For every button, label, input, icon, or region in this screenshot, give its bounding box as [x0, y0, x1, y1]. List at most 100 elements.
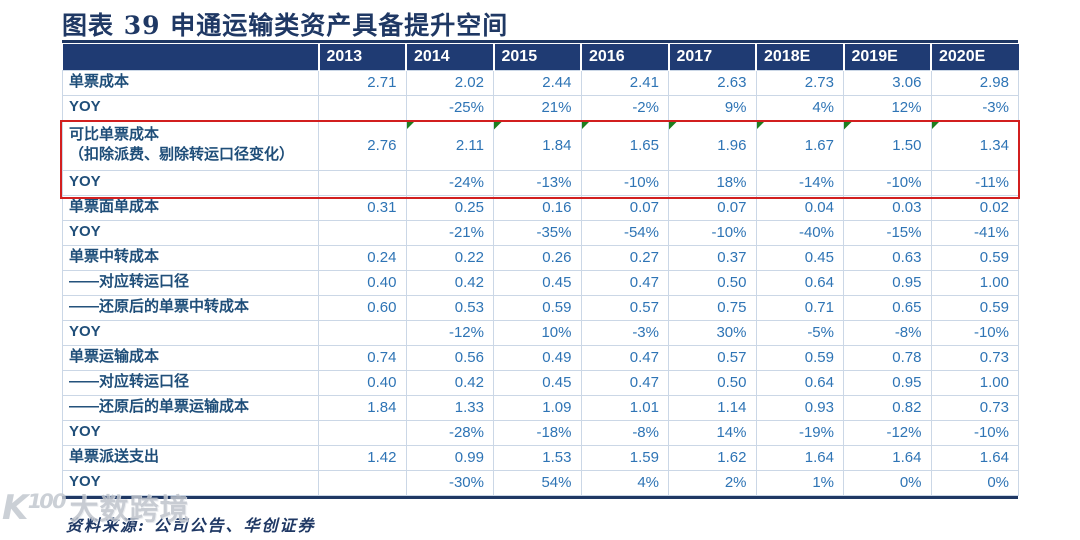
cost-table: 2013 2014 2015 2016 2017 2018E 2019E 2020E 单票成本… — [62, 44, 1019, 496]
cell-value: 54% — [493, 469, 582, 496]
cell-value: 14% — [668, 419, 757, 446]
cell-value: 0.63 — [843, 244, 932, 271]
table-row: ——对应转运口径 0.40 0.42 0.45 0.47 0.50 0.64 0.95 1.00 — [62, 269, 1019, 296]
cell-value: -10% — [580, 169, 669, 196]
cell-value: 4% — [755, 94, 844, 121]
green-triangle-icon — [844, 121, 853, 130]
cell-value: 0.07 — [580, 194, 669, 221]
cell-value: 0.40 — [318, 369, 407, 396]
green-triangle-icon — [931, 121, 941, 130]
cell-value: 0.37 — [668, 244, 757, 271]
cell-value: -3% — [580, 319, 669, 346]
cell-value: 2.44 — [493, 69, 582, 96]
cell-value: 0.45 — [493, 369, 582, 396]
cell-value: -54% — [580, 219, 669, 246]
cell-value: 0.26 — [493, 244, 582, 271]
row-label-text: YOY — [69, 173, 101, 191]
cell-value: 0.64 — [755, 269, 844, 296]
cell-value: 1.84 — [493, 119, 582, 171]
cell-value — [318, 319, 407, 346]
row-label: ——还原后的单票中转成本 — [62, 294, 319, 321]
table-row: 单票成本 2.71 2.02 2.44 2.41 2.63 2.73 3.06 2.98 — [62, 69, 1019, 96]
cell-value: -3% — [930, 94, 1019, 121]
source-note: 资料来源: 公司公告、华创证券 — [66, 516, 316, 535]
cell-value: 30% — [668, 319, 757, 346]
cell-value: 2.98 — [930, 69, 1019, 96]
cell-value: 0.47 — [580, 269, 669, 296]
row-sublabel-text: （扣除派费、剔除转运口径变化） — [69, 146, 295, 163]
row-label-text: YOY — [69, 223, 101, 241]
cell-value: 0.56 — [405, 344, 494, 371]
cell-value: 1.09 — [493, 394, 582, 421]
cell-value: -12% — [843, 419, 932, 446]
header-row: 2013 2014 2015 2016 2017 2018E 2019E 2020E — [62, 44, 1019, 70]
cell-value: 0.22 — [405, 244, 494, 271]
row-label: ——对应转运口径 — [62, 369, 319, 396]
row-label-text: 单票派送支出 — [69, 448, 160, 466]
row-label-text: 单票中转成本 — [69, 248, 160, 266]
table-row: 单票派送支出 1.42 0.99 1.53 1.59 1.62 1.64 1.64 1.64 — [62, 444, 1019, 471]
cell-value: 0.50 — [668, 269, 757, 296]
table-row: YOY -30% 54% 4% 2% 1% 0% 0% — [62, 469, 1019, 496]
row-label-text: YOY — [69, 323, 101, 341]
cell-value: 2.02 — [405, 69, 494, 96]
cell-value: 0.45 — [493, 269, 582, 296]
row-label-text: ——对应转运口径 — [69, 373, 190, 391]
cell-value: 0.27 — [580, 244, 669, 271]
cell-value: 0.03 — [843, 194, 932, 221]
cell-value: 0.59 — [930, 244, 1019, 271]
table-row: YOY -12% 10% -3% 30% -5% -8% -10% — [62, 319, 1019, 346]
cell-value: -15% — [843, 219, 932, 246]
cell-value: 0.73 — [930, 394, 1019, 421]
cell-value: 0.99 — [405, 444, 494, 471]
cell-value: 0.74 — [318, 344, 407, 371]
cell-value: 2.76 — [318, 119, 407, 171]
row-label-text: YOY — [69, 473, 101, 491]
cell-value: 1.64 — [755, 444, 844, 471]
cell-value — [318, 169, 407, 196]
cell-value: -18% — [493, 419, 582, 446]
cell-value: 0% — [843, 469, 932, 496]
row-label: YOY — [62, 169, 319, 196]
cell-value — [318, 219, 407, 246]
cell-value: -2% — [580, 94, 669, 121]
table-row: 单票运输成本 0.74 0.56 0.49 0.47 0.57 0.59 0.78 0.73 — [62, 344, 1019, 371]
table-row: ——对应转运口径 0.40 0.42 0.45 0.47 0.50 0.64 0.95 1.00 — [62, 369, 1019, 396]
cell-value: 10% — [493, 319, 582, 346]
cell-value: 1.53 — [493, 444, 582, 471]
cell-value — [318, 469, 407, 496]
row-label-text: ——还原后的单票运输成本 — [69, 398, 250, 416]
cell-value: 0.50 — [668, 369, 757, 396]
data-table-wrap: 2013 2014 2015 2016 2017 2018E 2019E 2020E 单票成本… — [60, 44, 1020, 496]
cell-value: 0.59 — [493, 294, 582, 321]
row-label: YOY — [62, 419, 319, 446]
cell-value: 12% — [843, 94, 932, 121]
table-row: 单票面单成本 0.31 0.25 0.16 0.07 0.07 0.04 0.03 0.02 — [62, 194, 1019, 221]
row-label-text: 可比单票成本 — [69, 125, 160, 143]
column-header: 2016 — [581, 44, 670, 70]
table-row: 可比单票成本 （扣除派费、剔除转运口径变化） 2.76 2.11 1.84 1.65 1.9… — [62, 119, 1019, 171]
cell-value: 9% — [668, 94, 757, 121]
column-header: 2019E — [843, 44, 932, 70]
table-row: 单票中转成本 0.24 0.22 0.26 0.27 0.37 0.45 0.63 0.59 — [62, 244, 1019, 271]
row-label-text: 单票运输成本 — [69, 348, 160, 366]
cell-value: 1.64 — [843, 444, 932, 471]
row-label-text: YOY — [69, 423, 101, 441]
cell-value: 1.33 — [405, 394, 494, 421]
cell-value: -8% — [580, 419, 669, 446]
table-bottom-rule — [62, 496, 1018, 499]
cell-value: -35% — [493, 219, 582, 246]
cell-value: 2.11 — [405, 119, 494, 171]
corner-header — [62, 44, 320, 70]
cell-value: 0% — [930, 469, 1019, 496]
cell-value: 0.42 — [405, 269, 494, 296]
cell-value: 1.64 — [930, 444, 1019, 471]
cell-value: 0.02 — [930, 194, 1019, 221]
cell-value: 3.06 — [843, 69, 932, 96]
cell-value: -11% — [930, 169, 1019, 196]
cell-value: 0.31 — [318, 194, 407, 221]
cell-value: 1.01 — [580, 394, 669, 421]
cell-value: 0.04 — [755, 194, 844, 221]
row-label-text: 单票面单成本 — [69, 198, 160, 216]
